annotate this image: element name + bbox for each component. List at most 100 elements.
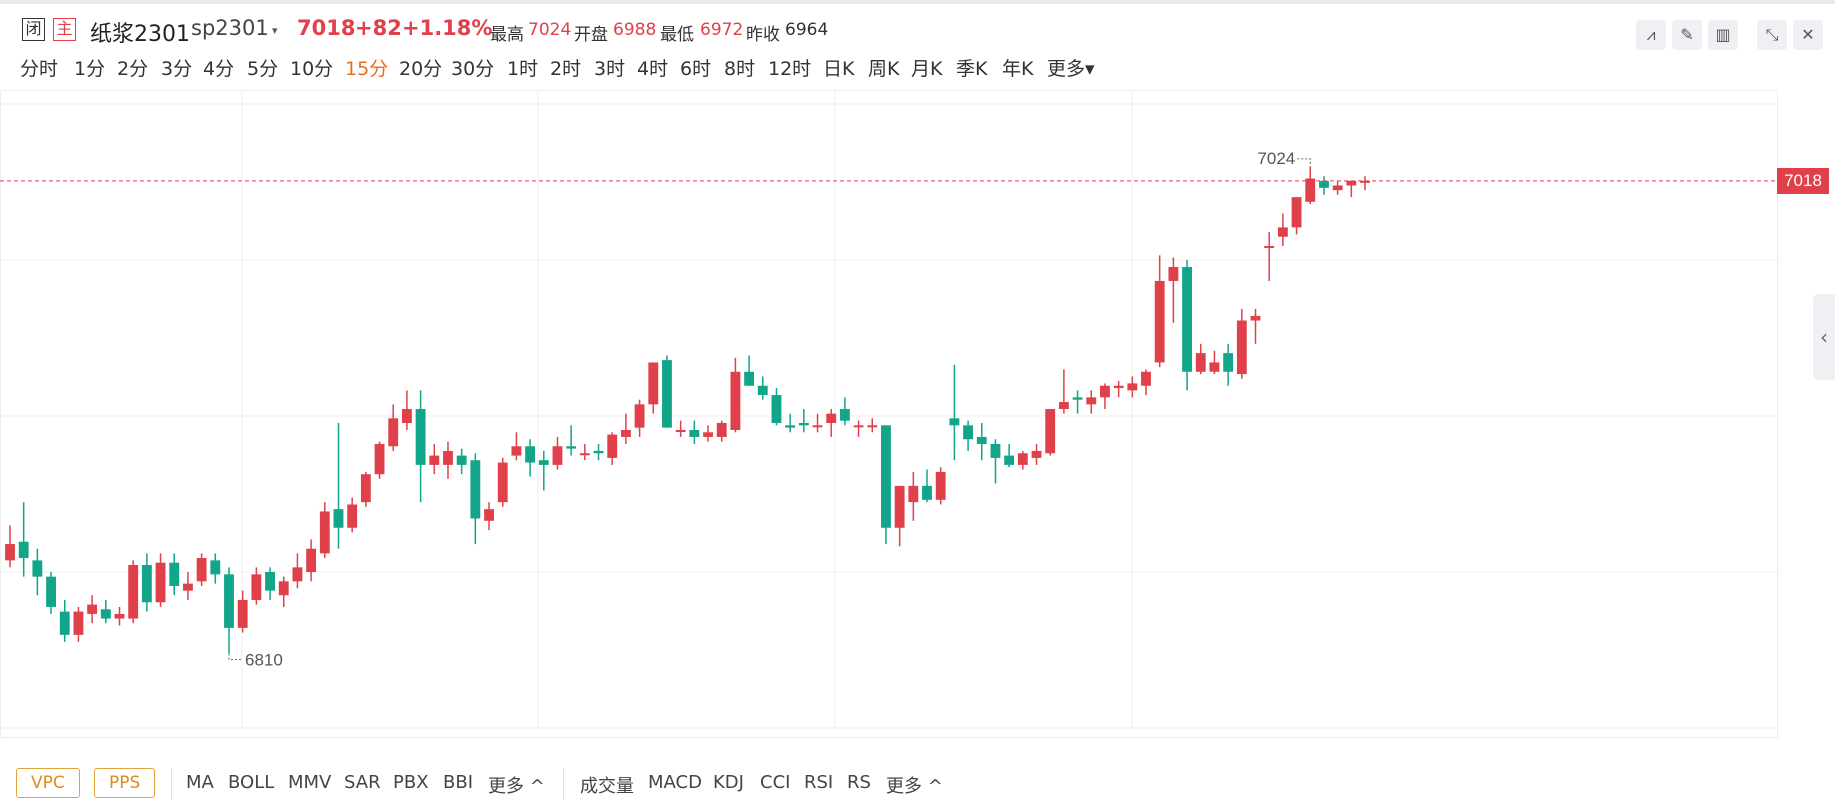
candle-body [5, 544, 15, 561]
main-indicator-0[interactable]: MA [186, 772, 214, 793]
period-tab-20[interactable]: 季K [956, 58, 988, 80]
candle-body [306, 548, 317, 572]
candle-body [155, 562, 166, 603]
chevron-left-icon[interactable]: ‹ [1813, 294, 1835, 380]
price-change-pct: +1.18% [402, 16, 493, 40]
prev-close-label: 昨收 [746, 25, 780, 45]
candle-body [470, 460, 481, 519]
pen-icon[interactable]: ✎ [1672, 20, 1702, 50]
period-tab-21[interactable]: 年K [1002, 58, 1034, 80]
line-chart-icon[interactable]: ⩘ [1636, 20, 1666, 50]
vpc-button[interactable]: VPC [16, 768, 80, 798]
candle-body [18, 541, 29, 559]
plot-frame [0, 90, 1778, 738]
candle-body [922, 485, 932, 500]
candle-body [1332, 185, 1343, 191]
candle-body [593, 450, 604, 454]
period-tab-5[interactable]: 5分 [247, 58, 279, 80]
collapse-icon[interactable]: ⤡ [1757, 20, 1787, 50]
period-tab-10[interactable]: 1时 [507, 58, 539, 80]
sub-indicator-5[interactable]: RS [847, 772, 871, 793]
last-price: 7018 [297, 16, 356, 40]
period-tab-8[interactable]: 20分 [399, 58, 443, 80]
period-tab-2[interactable]: 2分 [117, 58, 149, 80]
period-tab-7[interactable]: 15分 [345, 58, 389, 80]
main-indicator-1[interactable]: BOLL [228, 772, 275, 793]
candle-body [525, 446, 536, 463]
candle-body [949, 418, 960, 426]
period-tab-3[interactable]: 3分 [161, 58, 193, 80]
candle-body [839, 409, 850, 421]
period-tab-0[interactable]: 分时 [20, 58, 59, 80]
candle-body [1127, 383, 1138, 391]
main-indicator-6[interactable]: 更多 ^ [488, 776, 545, 797]
candle-body [990, 443, 1001, 458]
sub-indicator-6[interactable]: 更多 ^ [886, 776, 943, 797]
candle-body [620, 429, 631, 437]
indicator-bar: VPC PPS MA BOLL MMV SAR PBX BBI 更多 ^ 成交量 MACD KD… [0, 762, 1835, 802]
candle-body [744, 371, 755, 386]
candle-body [1223, 353, 1234, 372]
pps-button[interactable]: PPS [94, 768, 156, 798]
period-tab-13[interactable]: 4时 [637, 58, 669, 80]
candle-body [1113, 385, 1124, 389]
divider [563, 768, 564, 800]
period-tab-14[interactable]: 6时 [680, 58, 712, 80]
period-tab-6[interactable]: 10分 [290, 58, 334, 80]
period-tab-15[interactable]: 8时 [724, 58, 756, 80]
candle-body [319, 511, 330, 554]
candle-body [1168, 266, 1179, 281]
chevron-down-icon[interactable]: ▾ [272, 24, 278, 37]
low-label: 最低 [660, 25, 694, 45]
candle-body [662, 360, 672, 428]
period-tab-19[interactable]: 月K [911, 58, 943, 80]
candle-body [730, 371, 741, 430]
candlestick-chart[interactable]: 7051698469176850678311-17 11:3011-18 11:… [0, 90, 1778, 738]
candle-body [881, 425, 891, 528]
candle-body [360, 474, 371, 503]
high-value: 7024 [528, 20, 572, 40]
sub-indicator-1[interactable]: MACD [648, 772, 702, 793]
candle-body [1100, 385, 1110, 398]
candle-body [812, 425, 823, 428]
period-tab-11[interactable]: 2时 [550, 58, 582, 80]
sub-indicator-4[interactable]: RSI [804, 772, 834, 793]
candle-body [511, 446, 522, 456]
close-icon[interactable]: ✕ [1793, 20, 1823, 50]
main-indicator-2[interactable]: MMV [288, 772, 332, 793]
sub-indicator-3[interactable]: CCI [760, 772, 791, 793]
period-tab-22[interactable]: 更多▾ [1047, 58, 1095, 80]
candle-body [826, 413, 837, 423]
candle-body [415, 409, 426, 465]
open-label: 开盘 [574, 25, 608, 45]
sub-indicator-0[interactable]: 成交量 [580, 776, 634, 797]
candle-body [1182, 266, 1192, 372]
main-indicator-3[interactable]: SAR [344, 772, 381, 793]
candle-body [210, 560, 221, 575]
period-tab-18[interactable]: 周K [868, 58, 900, 80]
candle-body [538, 460, 549, 465]
period-tab-4[interactable]: 4分 [203, 58, 235, 80]
low-annotation: 6810 [245, 650, 283, 669]
candle-body [196, 558, 207, 582]
period-tab-9[interactable]: 30分 [451, 58, 495, 80]
high-annotation: 7024 [1257, 149, 1295, 168]
main-indicator-5[interactable]: BBI [443, 772, 474, 793]
main-indicator-4[interactable]: PBX [393, 772, 429, 793]
candle-body [1004, 455, 1015, 465]
candle-body [1017, 453, 1028, 465]
last-price-tag-label: 7018 [1784, 170, 1822, 190]
period-tab-1[interactable]: 1分 [74, 58, 106, 80]
contract-code[interactable]: sp2301 [191, 16, 269, 40]
candle-body [703, 432, 713, 437]
period-tab-12[interactable]: 3时 [594, 58, 626, 80]
candle-body [1360, 180, 1370, 183]
period-tab-16[interactable]: 12时 [768, 58, 812, 80]
candlestick-icon[interactable]: ▥ [1708, 20, 1738, 50]
candle-body [347, 504, 358, 528]
candle-body [908, 485, 919, 503]
period-tab-17[interactable]: 日K [823, 58, 855, 80]
sub-indicator-2[interactable]: KDJ [713, 772, 744, 793]
candle-body [552, 446, 563, 465]
candle-body [1209, 362, 1220, 372]
